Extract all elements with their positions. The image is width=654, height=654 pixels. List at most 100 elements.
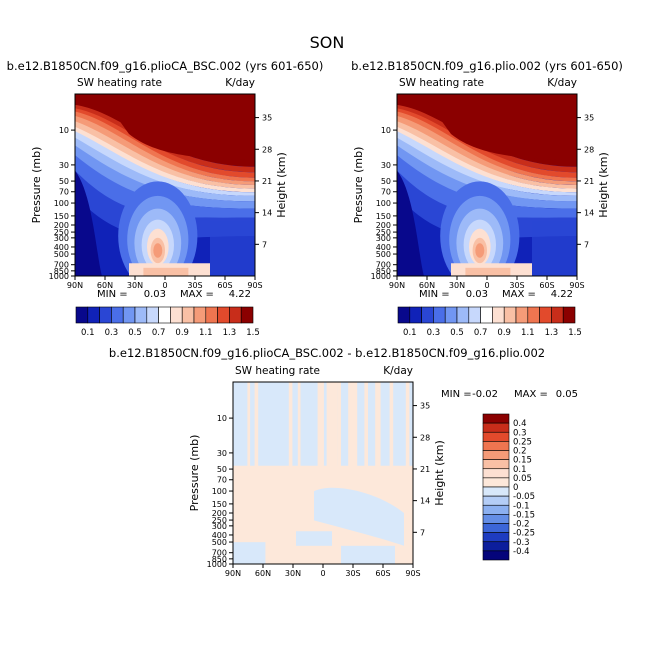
y-tick-label: 10 <box>217 414 227 423</box>
colorbar-label: -0.1 <box>513 501 530 511</box>
min-value: -0.02 <box>472 389 498 400</box>
panel-title: b.e12.B1850CN.f09_g16.plio.002 (yrs 601-… <box>351 59 623 73</box>
heatmap-region-top <box>100 94 255 160</box>
colorbar-label: 0.9 <box>175 328 189 338</box>
y-tick-label: 500 <box>376 250 391 259</box>
heatmap-region-polar <box>397 170 424 276</box>
y-tick-label: 250 <box>54 228 69 237</box>
colorbar-swatch <box>217 306 230 324</box>
colorbar-label: -0.25 <box>513 529 535 539</box>
heatmap-band <box>75 104 255 173</box>
y-right-tick-label: 14 <box>584 209 594 218</box>
x-tick-label: 90N <box>225 569 241 578</box>
colorbar-swatch <box>482 514 510 524</box>
x-tick-label: 90S <box>405 569 420 578</box>
colorbar-label: -0.4 <box>513 547 530 557</box>
heatmap-stripe <box>317 382 324 477</box>
colorbar-swatch <box>134 306 148 324</box>
colorbar-swatch <box>122 306 136 324</box>
x-tick-label: 60N <box>419 281 435 290</box>
colorbar-swatch <box>482 486 510 497</box>
y-tick-label: 10 <box>59 126 69 135</box>
y-tick-label: 250 <box>376 228 391 237</box>
heatmap-stripe <box>254 382 259 477</box>
max-value: 4.22 <box>551 289 573 300</box>
panel-plio: b.e12.B1850CN.f09_g16.plio.002 (yrs 601-… <box>351 59 623 338</box>
y-tick-label: 250 <box>212 516 227 525</box>
colorbar-swatch <box>482 422 510 433</box>
heatmap-region-south <box>210 221 255 276</box>
colorbar-swatch <box>397 306 411 324</box>
min-label: MIN = <box>419 289 450 300</box>
colorbar-swatch <box>205 306 218 324</box>
y-tick-label: 700 <box>54 261 69 270</box>
colorbar-swatch <box>503 306 517 324</box>
x-tick-label: 30N <box>449 281 465 290</box>
heatmap-patch <box>314 487 404 546</box>
colorbar-label: -0.05 <box>513 492 535 502</box>
heatmap-stripe <box>364 382 368 477</box>
colorbar-swatch <box>99 306 112 324</box>
colorbar-label: 0.1 <box>513 465 527 475</box>
colorbar-label: 0.3 <box>427 328 441 338</box>
panel-plioCA: b.e12.B1850CN.f09_g16.plioCA_BSC.002 (yr… <box>7 59 324 338</box>
min-value: 0.03 <box>144 289 166 300</box>
colorbar-label: 1.1 <box>521 328 535 338</box>
heatmap-stripe <box>326 382 338 477</box>
colorbar-swatch <box>240 306 254 324</box>
colorbar-swatch <box>158 306 171 324</box>
y-axis-label: Pressure (mb) <box>30 147 43 224</box>
x-tick-label: 0 <box>484 281 489 290</box>
colorbar-swatch <box>229 306 242 324</box>
x-tick-label: 90N <box>67 281 83 290</box>
y-tick-label: 300 <box>376 234 391 243</box>
colorbar-swatch <box>75 306 89 324</box>
colorbar-swatch <box>515 306 529 324</box>
colorbar-label: 1.5 <box>246 328 260 338</box>
panel-left-label: SW heating rate <box>235 365 320 377</box>
y-right-tick-label: 7 <box>420 528 425 537</box>
y-tick-label: 30 <box>59 161 69 170</box>
x-tick-label: 60N <box>97 281 113 290</box>
heatmap-stripe <box>247 382 251 477</box>
colorbar-swatch <box>482 477 510 488</box>
heatmap-field <box>75 94 255 276</box>
colorbar-swatch <box>409 306 422 324</box>
colorbar-label: 0.25 <box>513 437 532 447</box>
x-tick-label: 90N <box>389 281 405 290</box>
x-tick-label: 0 <box>320 569 325 578</box>
y-tick-label: 300 <box>54 234 69 243</box>
y-right-tick-label: 28 <box>420 433 430 442</box>
colorbar-swatch <box>111 306 124 324</box>
colorbar-label: 0.9 <box>497 328 511 338</box>
heatmap-field <box>397 94 577 276</box>
y-tick-label: 150 <box>376 212 391 221</box>
heatmap-region-south <box>532 221 577 276</box>
panel-right-label: K/day <box>547 77 577 89</box>
heatmap-surface-core <box>465 267 511 276</box>
colorbar-swatch <box>181 306 195 324</box>
x-tick-label: 0 <box>162 281 167 290</box>
y-right-tick-label: 21 <box>262 177 272 186</box>
heatmap-stripe <box>348 382 358 477</box>
panel-title: b.e12.B1850CN.f09_g16.plioCA_BSC.002 (yr… <box>7 59 324 73</box>
colorbar-swatch <box>492 306 505 324</box>
y-axis-label: Pressure (mb) <box>352 147 365 224</box>
colorbar-swatch <box>87 306 100 324</box>
colorbar-swatch <box>482 431 510 442</box>
y-tick-label: 1000 <box>49 272 69 281</box>
y-tick-label: 100 <box>376 199 391 208</box>
heatmap-patch <box>233 542 266 564</box>
colorbar-label: 1.5 <box>568 328 582 338</box>
y-right-tick-label: 35 <box>420 402 430 411</box>
colorbar-swatch <box>468 306 481 324</box>
min-label: MIN = <box>97 289 128 300</box>
colorbar-swatch <box>170 306 183 324</box>
y-tick-label: 850 <box>376 267 391 276</box>
y-tick-label: 850 <box>212 555 227 564</box>
x-tick-label: 90S <box>247 281 262 290</box>
colorbar-swatch <box>539 306 552 324</box>
x-tick-label: 60S <box>375 569 390 578</box>
min-value: 0.03 <box>466 289 488 300</box>
y-tick-label: 30 <box>381 161 391 170</box>
